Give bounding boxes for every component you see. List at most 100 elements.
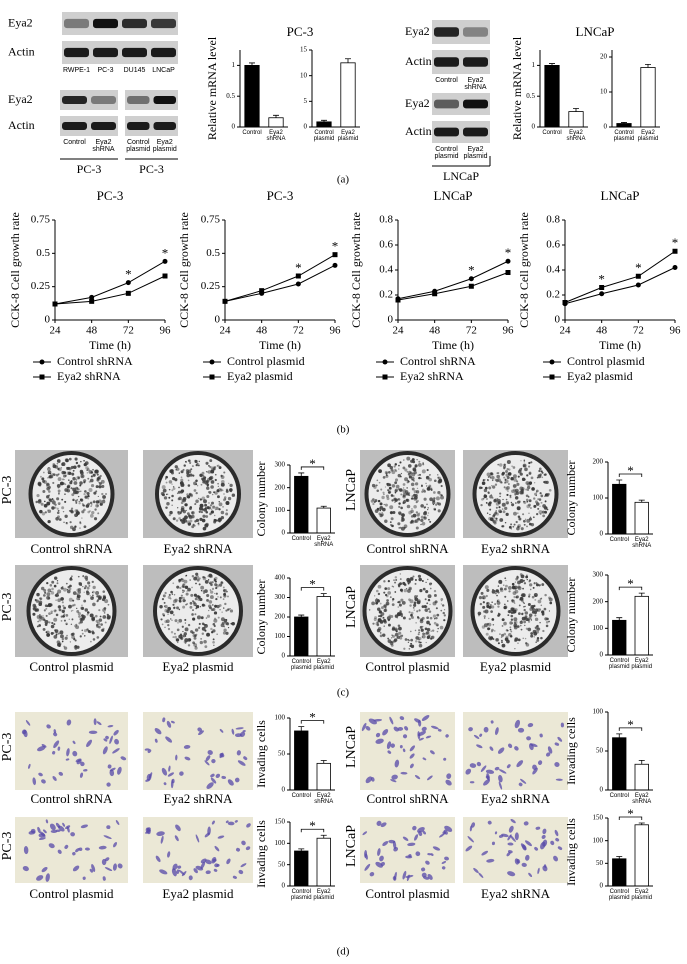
colony <box>418 629 420 631</box>
marker <box>635 282 641 288</box>
colony <box>51 506 55 510</box>
cell <box>57 746 61 751</box>
colony <box>437 627 439 630</box>
cell <box>376 820 382 826</box>
colony <box>206 593 210 598</box>
colony <box>486 588 490 592</box>
cell <box>408 854 412 858</box>
cell <box>465 845 473 852</box>
panel-label: (b) <box>337 424 350 436</box>
cell <box>210 773 215 778</box>
colony <box>527 602 531 606</box>
colony <box>382 616 385 620</box>
colony <box>58 645 61 648</box>
colony <box>435 496 440 501</box>
micrograph <box>15 712 128 790</box>
y-tick-label: 0 <box>388 314 394 326</box>
row-label: PC-3 <box>0 733 15 762</box>
annotation: * <box>332 239 339 254</box>
cell <box>382 729 389 736</box>
cell <box>486 858 495 863</box>
colony <box>406 498 410 502</box>
colony <box>218 487 222 491</box>
cell <box>211 758 216 764</box>
colony <box>168 514 171 517</box>
colony <box>71 618 74 621</box>
colony <box>416 499 419 503</box>
colony <box>395 579 398 581</box>
colony <box>172 476 176 481</box>
colony <box>391 634 396 638</box>
colony <box>77 495 80 498</box>
colony <box>48 494 50 497</box>
colony <box>433 491 436 494</box>
colony <box>508 590 511 593</box>
colony <box>35 599 39 603</box>
colony <box>513 617 518 622</box>
cell <box>364 863 371 871</box>
colony <box>414 482 419 486</box>
colony <box>57 605 62 609</box>
colony <box>200 483 203 486</box>
cell <box>498 781 503 790</box>
colony <box>402 466 406 470</box>
colony <box>79 490 82 493</box>
colony <box>220 479 225 484</box>
colony <box>390 494 394 497</box>
colony <box>524 518 527 520</box>
colony <box>204 645 208 649</box>
colony <box>100 623 103 626</box>
colony <box>387 490 392 494</box>
cell <box>198 730 204 736</box>
colony <box>102 594 106 598</box>
colony <box>500 582 502 585</box>
colony <box>191 510 195 515</box>
colony <box>180 507 185 512</box>
colony <box>375 598 378 600</box>
error-bar <box>616 479 623 485</box>
colony <box>410 611 414 615</box>
colony <box>159 605 163 609</box>
blot-lane-label: Eya2 shRNA <box>464 77 487 92</box>
colony <box>383 580 386 583</box>
colony <box>189 506 193 509</box>
colony <box>202 575 205 579</box>
colony <box>65 613 69 617</box>
cell <box>520 778 527 784</box>
y-tick-label: 0 <box>600 530 604 538</box>
colony <box>178 472 181 474</box>
colony <box>419 589 423 593</box>
colony <box>391 634 393 636</box>
cell <box>517 727 525 733</box>
blot-strip <box>125 90 178 110</box>
colony <box>529 607 533 611</box>
colony <box>372 502 375 506</box>
y-axis-label: Invading cells <box>564 818 578 886</box>
colony <box>74 525 77 528</box>
colony <box>166 609 170 614</box>
x-tick-label: Control plasmid <box>313 130 335 143</box>
colony <box>74 513 78 518</box>
colony <box>404 583 406 586</box>
colony <box>180 578 185 583</box>
colony <box>533 604 536 608</box>
colony <box>379 509 382 512</box>
colony <box>530 461 533 464</box>
cell <box>25 720 31 726</box>
colony <box>392 511 396 515</box>
cell <box>508 825 514 833</box>
colony <box>92 602 96 607</box>
colony <box>167 627 171 631</box>
colony <box>518 500 521 503</box>
colony <box>379 611 382 613</box>
colony <box>74 647 78 650</box>
cell <box>479 733 483 737</box>
colony <box>161 597 165 601</box>
colony <box>227 595 229 598</box>
colony <box>56 507 59 510</box>
cell <box>537 867 540 875</box>
cell <box>421 715 430 721</box>
error-bar <box>320 834 327 839</box>
cell <box>23 846 29 855</box>
colony <box>59 481 64 486</box>
